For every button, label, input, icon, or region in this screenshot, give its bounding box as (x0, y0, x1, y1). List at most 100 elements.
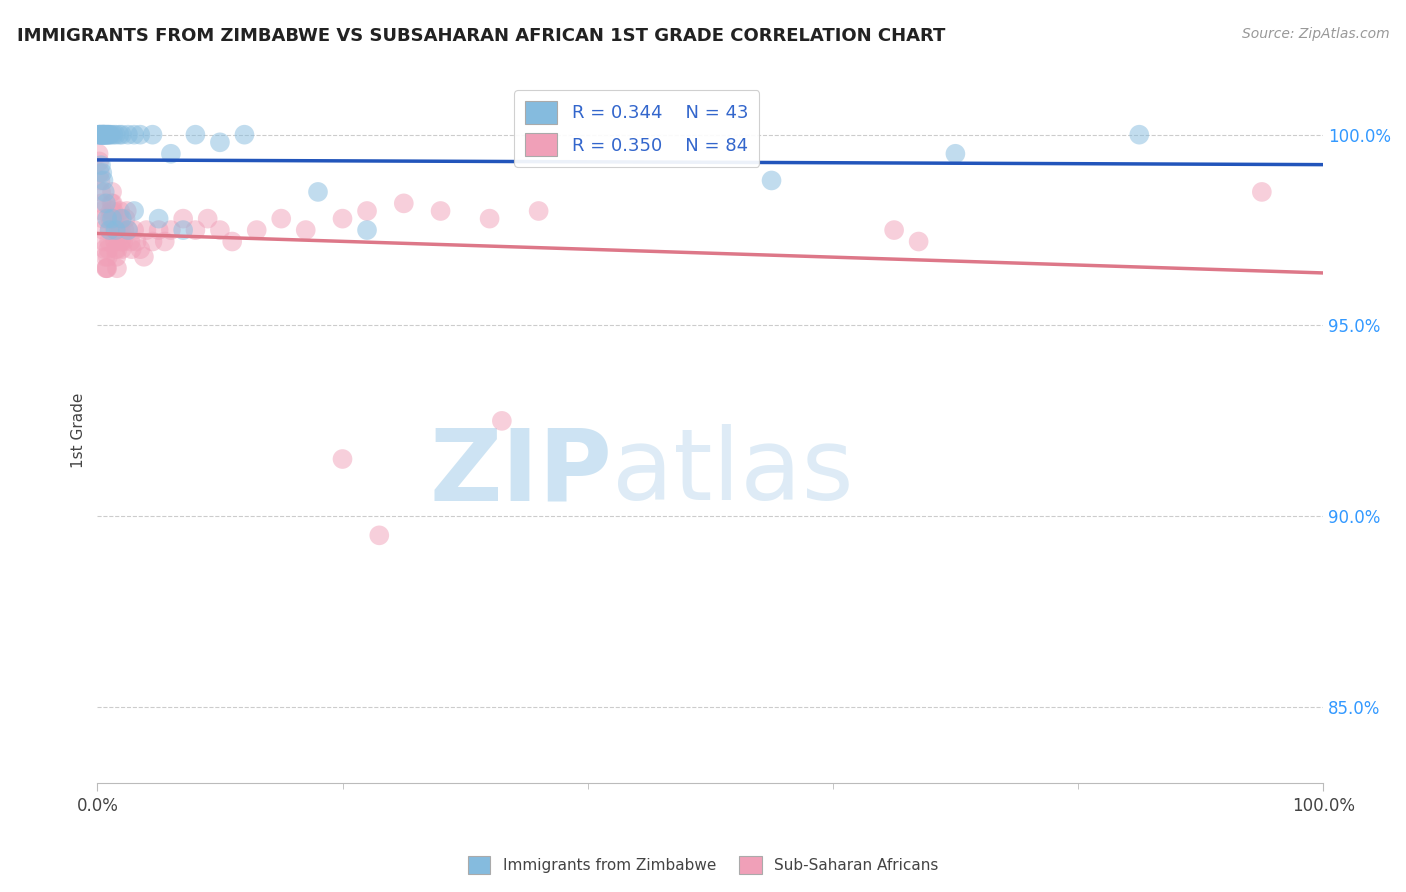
Point (101, 185, 124, 199)
Point (160, 223, 183, 237)
Point (90, 158, 112, 172)
Point (96, 261, 118, 276)
Point (98, 223, 121, 237)
Point (121, 242, 143, 256)
Point (97, 242, 120, 256)
Point (1250, 185, 1272, 199)
Point (172, 211, 194, 226)
Point (117, 223, 139, 237)
Point (115, 204, 138, 219)
Point (96, 211, 118, 226)
Point (111, 211, 134, 226)
Point (184, 223, 207, 237)
Point (429, 204, 451, 219)
Point (160, 146, 183, 161)
Point (94, 128, 117, 142)
Point (100, 128, 122, 142)
Point (172, 223, 194, 237)
Point (98, 211, 121, 226)
Point (89, 173, 111, 187)
Point (148, 211, 170, 226)
Point (117, 128, 139, 142)
Point (117, 223, 139, 237)
Point (148, 223, 170, 237)
Point (93, 128, 115, 142)
Point (114, 211, 136, 226)
Point (294, 223, 316, 237)
Point (91, 128, 114, 142)
Point (89, 166, 111, 180)
Point (111, 128, 134, 142)
Legend: R = 0.344    N = 43, R = 0.350    N = 84: R = 0.344 N = 43, R = 0.350 N = 84 (515, 90, 759, 167)
Point (94, 128, 117, 142)
Point (100, 204, 122, 219)
Point (125, 235, 148, 249)
Point (89, 128, 111, 142)
Point (97, 128, 120, 142)
Point (105, 261, 128, 276)
Point (91, 128, 114, 142)
Point (108, 128, 131, 142)
Point (221, 235, 243, 249)
Point (97, 250, 120, 264)
Point (132, 250, 155, 264)
Point (270, 211, 292, 226)
Point (96, 261, 118, 276)
Point (208, 136, 231, 150)
Text: Source: ZipAtlas.com: Source: ZipAtlas.com (1241, 27, 1389, 41)
Point (93, 185, 115, 199)
Point (122, 128, 145, 142)
Point (907, 235, 929, 249)
Point (91, 211, 114, 226)
Point (101, 211, 124, 226)
Text: ZIP: ZIP (429, 425, 612, 521)
Point (93, 128, 115, 142)
Point (97, 128, 120, 142)
Point (761, 173, 783, 187)
Point (105, 250, 128, 264)
Point (233, 128, 256, 142)
Point (112, 223, 135, 237)
Point (94, 196, 117, 211)
Point (89, 154, 111, 169)
Point (392, 196, 415, 211)
Point (101, 196, 124, 211)
Point (96, 128, 118, 142)
Point (104, 223, 127, 237)
Point (87, 128, 110, 142)
Point (184, 128, 207, 142)
Point (93, 235, 115, 249)
Point (98, 235, 121, 249)
Point (87, 146, 110, 161)
Point (94, 250, 117, 264)
Point (883, 223, 905, 237)
Point (122, 223, 145, 237)
Point (110, 235, 132, 249)
Point (104, 242, 127, 256)
Point (356, 204, 378, 219)
Point (246, 223, 269, 237)
Point (104, 128, 127, 142)
Point (110, 223, 132, 237)
Point (356, 223, 378, 237)
Point (89, 128, 111, 142)
Point (141, 235, 163, 249)
Point (94, 261, 117, 276)
Point (89, 128, 111, 142)
Text: atlas: atlas (612, 425, 853, 521)
Point (141, 128, 163, 142)
Point (153, 235, 176, 249)
Legend: Immigrants from Zimbabwe, Sub-Saharan Africans: Immigrants from Zimbabwe, Sub-Saharan Af… (461, 850, 945, 880)
Point (332, 211, 354, 226)
Point (90, 128, 112, 142)
Text: IMMIGRANTS FROM ZIMBABWE VS SUBSAHARAN AFRICAN 1ST GRADE CORRELATION CHART: IMMIGRANTS FROM ZIMBABWE VS SUBSAHARAN A… (17, 27, 945, 45)
Point (307, 185, 329, 199)
Point (197, 211, 219, 226)
Point (93, 223, 115, 237)
Point (368, 528, 391, 542)
Point (103, 211, 125, 226)
Point (91, 204, 114, 219)
Point (135, 223, 157, 237)
Point (122, 204, 145, 219)
Point (90, 185, 112, 199)
